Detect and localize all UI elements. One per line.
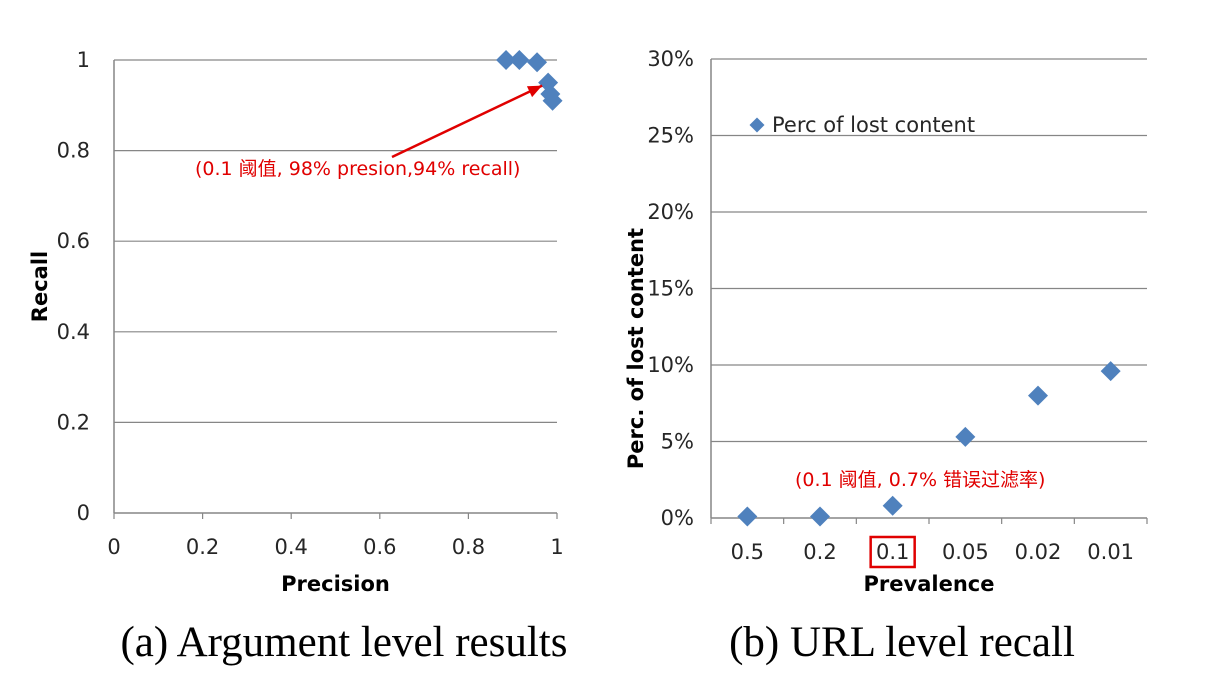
b-x-tick-label: 0.2 xyxy=(803,540,836,564)
b-annotation-text: (0.1 阈值, 0.7% 错误过滤率) xyxy=(795,469,1045,491)
b-x-tick-label: 0.05 xyxy=(942,540,989,564)
b-x-tick-label: 0.5 xyxy=(731,540,764,564)
a-annotation-text: (0.1 阈值, 98% presion,94% recall) xyxy=(195,158,520,180)
b-data-point xyxy=(1028,385,1048,406)
a-x-tick-label: 0 xyxy=(107,535,120,559)
b-data-point xyxy=(1100,361,1121,382)
a-data-point xyxy=(527,52,548,73)
b-x-tick-label: 0.02 xyxy=(1015,540,1062,564)
b-y-tick-label: 0% xyxy=(661,506,694,530)
b-y-tick-label: 15% xyxy=(647,277,694,301)
chart-url-level: 0% 5% 10% 15% 20% 25% 30% 0.5 0.2 0.1 0.05 0.02 0.0… xyxy=(624,47,1148,666)
a-annotation-arrow xyxy=(391,84,543,159)
a-y-tick-label: 0.8 xyxy=(57,139,90,163)
b-highlighted-tick-box xyxy=(869,535,916,569)
b-y-tick-label: 30% xyxy=(647,47,694,71)
b-x-tick-labels: 0.5 0.2 0.1 0.05 0.02 0.01 xyxy=(731,540,1134,564)
a-y-tick-label: 0.6 xyxy=(57,229,90,253)
b-data-point xyxy=(737,506,758,527)
b-gridlines xyxy=(711,58,1147,443)
b-data-point xyxy=(810,506,830,527)
b-legend-marker xyxy=(749,117,765,133)
a-x-tick-label: 0.2 xyxy=(186,535,219,559)
b-data-point xyxy=(882,495,903,516)
b-y-tick-label: 10% xyxy=(647,353,694,377)
b-y-tick-label: 5% xyxy=(661,430,694,454)
b-legend-label: Perc of lost content xyxy=(772,113,975,137)
a-x-tick-labels: 0 0.2 0.4 0.6 0.8 1 xyxy=(107,513,564,559)
a-y-tick-label: 0 xyxy=(77,501,90,525)
a-data-point xyxy=(542,90,563,111)
chart-argument-level: 0 0.2 0.4 0.6 0.8 1 0 0.2 0.4 0.6 0.8 1 Recall Pre… xyxy=(28,48,568,666)
a-data-points xyxy=(496,50,563,111)
b-data-point xyxy=(955,426,976,447)
a-x-axis-title: Precision xyxy=(281,572,390,596)
b-y-tick-label: 25% xyxy=(647,124,694,148)
a-annotation-arrowhead xyxy=(526,85,543,98)
a-y-tick-label: 1 xyxy=(77,48,90,72)
b-x-tick-label: 0.1 xyxy=(876,540,909,564)
b-x-axis-title: Prevalence xyxy=(864,572,995,596)
b-y-tick-label: 20% xyxy=(647,200,694,224)
a-gridlines xyxy=(114,59,557,423)
a-y-tick-labels: 0 0.2 0.4 0.6 0.8 1 xyxy=(57,48,90,525)
b-y-axis-title: Perc. of lost content xyxy=(624,228,648,469)
a-data-point xyxy=(496,50,517,70)
a-y-tick-label: 0.4 xyxy=(57,320,90,344)
a-x-tick-label: 0.6 xyxy=(363,535,396,559)
a-data-point xyxy=(509,50,530,70)
a-y-axis-title: Recall xyxy=(28,251,52,322)
b-x-tick-marks xyxy=(710,518,1148,524)
a-y-tick-label: 0.2 xyxy=(57,410,90,434)
b-x-tick-label: 0.01 xyxy=(1087,540,1134,564)
b-data-points xyxy=(737,361,1121,527)
b-caption: (b) URL level recall xyxy=(729,619,1075,666)
a-x-tick-label: 0.4 xyxy=(274,535,307,559)
a-caption: (a) Argument level results xyxy=(120,619,567,666)
b-legend: Perc of lost content xyxy=(749,113,975,137)
a-x-tick-label: 1 xyxy=(550,535,563,559)
a-x-tick-label: 0.8 xyxy=(452,535,485,559)
b-y-tick-labels: 0% 5% 10% 15% 20% 25% 30% xyxy=(647,47,694,530)
